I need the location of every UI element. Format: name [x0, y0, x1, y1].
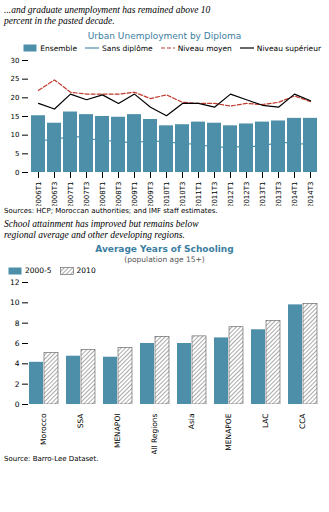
svg-text:2008T1: 2008T1: [99, 181, 107, 206]
svg-text:2009T1: 2009T1: [131, 181, 139, 206]
svg-text:0: 0: [15, 168, 19, 176]
html-text:2010: 2010: [76, 266, 96, 276]
svg-text:10: 10: [10, 298, 20, 307]
svg-text:6: 6: [15, 339, 20, 348]
svg-text:MENAPOE: MENAPOE: [224, 413, 233, 450]
svg-text:25: 25: [11, 75, 20, 83]
svg-text:2009T3: 2009T3: [147, 181, 155, 206]
svg-text:Asia: Asia: [187, 414, 196, 430]
svg-text:2011T3: 2011T3: [211, 181, 219, 206]
svg-text:2014T1: 2014T1: [291, 181, 299, 206]
svg-text:12: 12: [10, 278, 20, 287]
svg-text:CCA: CCA: [298, 413, 307, 429]
html-text:...and graduate unemployment h: ...and graduate unemployment has remaine…: [4, 5, 211, 27]
svg-text:2007T1: 2007T1: [67, 181, 75, 206]
svg-text:10: 10: [11, 131, 20, 139]
html-text:School attainment has improved: School attainment has improved but remai…: [4, 218, 199, 240]
html-text:Sources: HCP; Moroccan authori: Sources: HCP; Moroccan authorities; and …: [4, 206, 218, 215]
svg-text:0: 0: [15, 400, 20, 409]
html-text:Niveau supérieur: Niveau supérieur: [256, 43, 321, 53]
svg-text:SSA: SSA: [76, 413, 85, 429]
html-text:2000-5: 2000-5: [25, 266, 52, 276]
svg-text:2014T3: 2014T3: [307, 181, 315, 206]
svg-text:All Regions: All Regions: [150, 414, 159, 455]
html-text:Urban Unemployment by Diploma: Urban Unemployment by Diploma: [87, 30, 242, 41]
svg-text:MENAPOI: MENAPOI: [113, 414, 122, 449]
svg-text:Morocco: Morocco: [39, 413, 48, 445]
svg-text:2008T3: 2008T3: [115, 181, 123, 206]
svg-text:15: 15: [11, 112, 20, 120]
svg-text:2006T1: 2006T1: [35, 181, 43, 206]
svg-text:2013T3: 2013T3: [275, 181, 283, 206]
html-text:Sans diplôme: Sans diplôme: [102, 43, 153, 53]
svg-text:LAC: LAC: [261, 414, 270, 429]
html-text:Ensemble: Ensemble: [40, 43, 78, 53]
svg-text:5: 5: [15, 150, 19, 158]
html-text:Source: Barro-Lee Dataset.: Source: Barro-Lee Dataset.: [4, 455, 99, 464]
svg-text:2011T1: 2011T1: [195, 181, 203, 206]
svg-text:2012T1: 2012T1: [227, 181, 235, 206]
html-text:(population age 15+): (population age 15+): [124, 255, 205, 265]
svg-text:4: 4: [15, 359, 20, 368]
svg-text:2010T1: 2010T1: [163, 181, 171, 206]
svg-text:30: 30: [11, 56, 20, 64]
svg-text:2010T3: 2010T3: [179, 181, 187, 206]
svg-text:2012T3: 2012T3: [243, 181, 251, 206]
svg-text:2006T3: 2006T3: [51, 181, 59, 206]
svg-text:2: 2: [15, 380, 20, 389]
html-text:Niveau moyen: Niveau moyen: [177, 43, 232, 53]
svg-text:20: 20: [11, 94, 20, 102]
html-text:Average Years of Schooling: Average Years of Schooling: [95, 244, 234, 255]
svg-text:2013T1: 2013T1: [259, 181, 267, 206]
svg-text:2007T3: 2007T3: [83, 181, 91, 206]
svg-text:8: 8: [15, 319, 20, 328]
